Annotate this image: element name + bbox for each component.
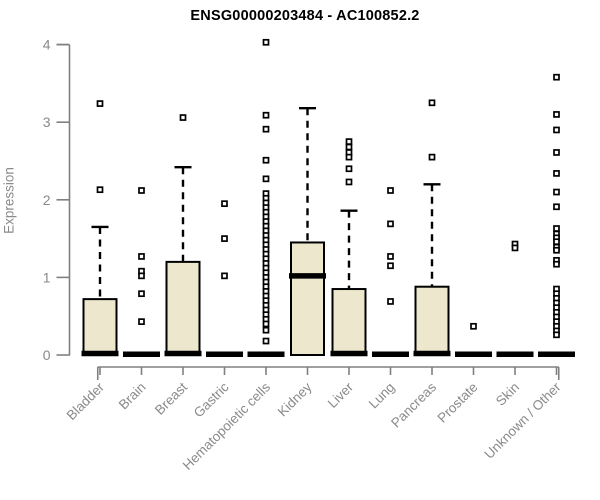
x-tick-label-brain: Brain bbox=[116, 380, 149, 413]
outlier-point bbox=[511, 244, 519, 252]
outlier-point bbox=[262, 337, 270, 345]
box-group-gastric bbox=[206, 200, 243, 357]
box-rect bbox=[331, 288, 367, 357]
y-axis-title: Expression bbox=[1, 167, 17, 234]
outlier-point bbox=[262, 38, 270, 46]
outlier-point bbox=[553, 331, 560, 339]
outlier-point bbox=[553, 149, 560, 156]
y-tick-label-1: 1 bbox=[43, 269, 51, 285]
box-group-bladder bbox=[81, 100, 119, 357]
outlier-point bbox=[387, 187, 394, 194]
x-tick-label-liver: Liver bbox=[325, 379, 357, 411]
outlier-point bbox=[345, 153, 353, 161]
box-group-unknown-other bbox=[538, 73, 575, 357]
x-tick-label-unknown-other: Unknown / Other bbox=[481, 379, 564, 462]
x-tick-label-gastric: Gastric bbox=[191, 379, 232, 420]
outlier-point bbox=[345, 138, 353, 145]
box-group-lung bbox=[372, 187, 409, 357]
outlier-point bbox=[387, 253, 394, 260]
outlier-point bbox=[553, 246, 560, 254]
outlier-point bbox=[262, 175, 270, 183]
y-tick-label-4: 4 bbox=[43, 37, 51, 53]
outlier-point bbox=[262, 326, 270, 334]
outlier-point bbox=[262, 125, 270, 133]
outlier-point bbox=[553, 260, 560, 268]
outlier-point bbox=[138, 318, 145, 325]
outlier-point bbox=[387, 298, 394, 305]
outlier-point bbox=[96, 186, 104, 194]
x-tick-label-kidney: Kidney bbox=[275, 379, 315, 419]
box-group-liver bbox=[330, 138, 368, 357]
outlier-point bbox=[221, 200, 228, 208]
outlier-point bbox=[553, 111, 560, 118]
box-group-prostate bbox=[455, 322, 492, 357]
box-rect bbox=[165, 260, 201, 357]
outlier-point bbox=[138, 253, 145, 260]
outlier-point bbox=[138, 290, 145, 298]
outlier-point bbox=[345, 165, 353, 173]
outlier-point bbox=[387, 220, 394, 228]
chart-title: ENSG00000203484 - AC100852.2 bbox=[190, 8, 420, 24]
box-group-pancreas bbox=[413, 99, 451, 357]
box-group-breast bbox=[164, 114, 202, 357]
outlier-point bbox=[179, 114, 187, 121]
outlier-point bbox=[96, 100, 104, 107]
outlier-point bbox=[262, 156, 270, 164]
outlier-point bbox=[553, 73, 560, 81]
y-tick-label-3: 3 bbox=[43, 114, 51, 130]
box-rect bbox=[82, 298, 118, 356]
y-tick-label-0: 0 bbox=[43, 347, 51, 363]
box-group-hematopoietic-cells bbox=[247, 38, 285, 357]
box-group-kidney bbox=[289, 107, 326, 356]
outlier-point bbox=[138, 272, 145, 280]
outlier-point bbox=[221, 272, 228, 280]
x-tick-label-skin: Skin bbox=[493, 380, 522, 409]
outlier-point bbox=[221, 235, 228, 242]
x-tick-label-breast: Breast bbox=[152, 379, 190, 417]
outlier-point bbox=[387, 262, 394, 270]
outlier-point bbox=[345, 143, 353, 151]
box-rect bbox=[414, 285, 450, 357]
outlier-point bbox=[138, 187, 145, 194]
box-group-brain bbox=[123, 187, 160, 357]
x-tick-label-prostate: Prostate bbox=[434, 380, 480, 426]
outlier-point bbox=[553, 203, 560, 211]
outlier-point bbox=[262, 320, 270, 328]
box-rect bbox=[290, 241, 325, 356]
x-tick-label-bladder: Bladder bbox=[64, 379, 108, 423]
y-tick-label-2: 2 bbox=[43, 192, 51, 208]
box-group-skin bbox=[496, 240, 534, 357]
outlier-point bbox=[262, 111, 270, 119]
outlier-point bbox=[428, 153, 436, 161]
outlier-point bbox=[553, 225, 560, 232]
outlier-point bbox=[553, 238, 560, 246]
x-tick-label-pancreas: Pancreas bbox=[388, 379, 439, 430]
outlier-point bbox=[345, 178, 353, 186]
outlier-point bbox=[428, 99, 436, 107]
outlier-point bbox=[553, 188, 560, 196]
outlier-point bbox=[553, 126, 560, 134]
outlier-point bbox=[470, 322, 477, 330]
outlier-point bbox=[553, 170, 560, 177]
x-tick-label-lung: Lung bbox=[366, 380, 398, 412]
